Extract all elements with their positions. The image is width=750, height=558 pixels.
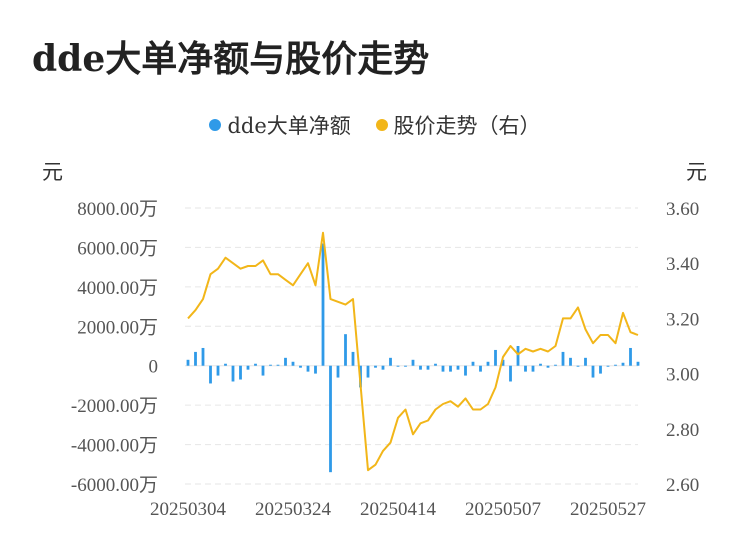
left-axis-unit: 元 — [42, 160, 63, 184]
dde-bar — [464, 365, 467, 376]
dde-bar — [584, 357, 587, 366]
dde-bar — [261, 365, 265, 376]
dde-bar — [426, 365, 430, 370]
dde-bar — [621, 362, 625, 366]
dde-bar — [336, 365, 340, 378]
price-line — [187, 231, 639, 472]
dde-bar — [239, 365, 242, 380]
dde-bar — [531, 365, 535, 372]
right-tick-label: 3.20 — [666, 309, 699, 330]
left-tick-label: 0 — [149, 357, 159, 378]
right-tick-label: 3.60 — [666, 199, 699, 220]
dde-bar — [209, 365, 212, 384]
dde-bar — [344, 334, 347, 366]
x-tick-label: 20250324 — [255, 499, 332, 520]
dde-bar — [291, 361, 295, 366]
right-tick-label: 2.80 — [666, 420, 699, 441]
dde-bar — [276, 364, 280, 366]
dde-bar — [389, 357, 392, 366]
dde-bar — [194, 351, 197, 366]
left-tick-label: -2000.00万 — [71, 396, 158, 417]
dde-bar — [246, 365, 250, 370]
dde-bar — [606, 365, 610, 367]
chart-title: dde大单净额与股价走势 — [32, 38, 430, 80]
legend-label-price: 股价走势（右） — [393, 114, 541, 138]
dde-bar — [381, 365, 385, 370]
legend-item-dde[interactable]: dde大单净额 — [209, 110, 351, 140]
dde-bar — [216, 365, 220, 376]
dde-bar — [501, 359, 505, 366]
dde-bar — [306, 365, 310, 372]
dde-bar — [299, 365, 302, 368]
left-tick-label: 2000.00万 — [77, 317, 158, 338]
dde-bar — [374, 365, 377, 368]
legend-item-price[interactable]: 股价走势（右） — [375, 110, 541, 140]
dde-bar — [516, 346, 520, 366]
dde-bar — [434, 363, 437, 366]
dde-bar — [509, 365, 512, 382]
dde-bar — [351, 351, 355, 366]
dde-bar — [314, 365, 317, 374]
dde-bar — [254, 363, 257, 366]
dde-bar — [479, 365, 482, 372]
dde-bar — [224, 363, 227, 366]
dde-bar — [284, 357, 287, 366]
left-tick-label: -4000.00万 — [71, 436, 158, 457]
dde-bar — [366, 365, 370, 378]
dde-bar — [591, 365, 595, 378]
right-tick-label: 3.00 — [666, 365, 699, 386]
dde-bar — [599, 365, 602, 374]
dde-bar — [329, 365, 332, 473]
dde-bar — [419, 365, 422, 370]
legend-marker-dde — [209, 119, 222, 131]
legend: dde大单净额 股价走势（右） — [0, 110, 750, 140]
dde-bar — [629, 347, 632, 366]
dde-bar — [546, 365, 550, 368]
dde-bar — [411, 359, 415, 366]
dde-bar — [186, 359, 190, 366]
dde-bar — [539, 363, 542, 366]
dde-bar — [231, 365, 235, 382]
legend-marker-price — [375, 119, 388, 131]
dde-bar — [636, 361, 640, 366]
dde-bar — [524, 365, 527, 372]
dde-bar — [576, 365, 580, 367]
dde-bar — [404, 365, 407, 367]
dde-bar — [441, 365, 445, 372]
dde-bar — [569, 357, 572, 366]
right-tick-label: 2.60 — [666, 475, 699, 496]
left-tick-label: -6000.00万 — [71, 475, 158, 496]
right-tick-label: 3.40 — [666, 254, 699, 275]
dde-bar — [201, 347, 205, 366]
left-tick-label: 8000.00万 — [77, 199, 158, 220]
x-tick-label: 20250507 — [465, 499, 541, 520]
x-tick-label: 20250414 — [360, 499, 437, 520]
dde-bar — [449, 365, 452, 372]
dde-bar — [471, 361, 475, 366]
dde-bar — [269, 364, 272, 366]
dde-bar — [486, 361, 490, 366]
dde-bar — [456, 365, 460, 370]
legend-label-dde: dde大单净额 — [227, 114, 351, 138]
dde-bar — [561, 351, 565, 366]
left-tick-label: 6000.00万 — [77, 238, 158, 259]
dde-bar — [396, 365, 400, 367]
dde-bar — [554, 364, 557, 366]
dde-bar — [494, 349, 497, 366]
dde-bar — [614, 364, 617, 366]
left-tick-label: 4000.00万 — [77, 278, 158, 299]
dde-bar — [321, 243, 325, 366]
x-tick-label: 20250304 — [150, 499, 227, 520]
right-axis-unit: 元 — [686, 160, 707, 184]
x-tick-label: 20250527 — [570, 499, 646, 520]
